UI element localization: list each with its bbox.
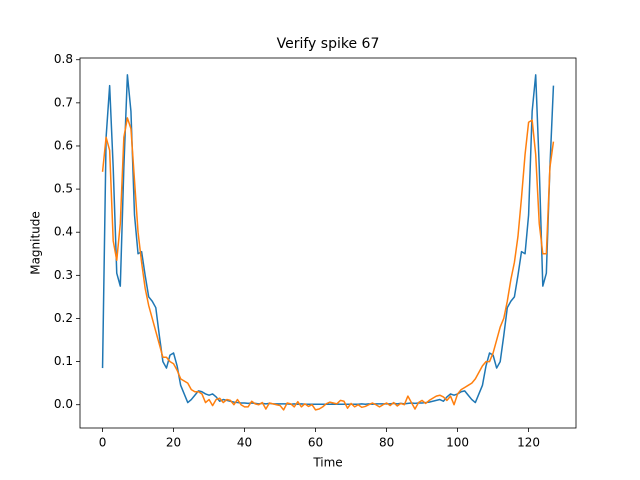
y-tick-label: 0.6: [54, 138, 73, 152]
x-tick-label: 60: [308, 436, 323, 450]
series-line: [101, 117, 555, 411]
y-tick-label: 0.3: [54, 268, 73, 282]
chart-title: Verify spike 67: [277, 36, 380, 52]
y-tick-label: 0.8: [54, 52, 73, 66]
y-tick-label: 0.0: [54, 397, 73, 411]
x-tick-label: 100: [446, 436, 469, 450]
plot-frame: [79, 57, 577, 429]
y-tick-label: 0.5: [54, 182, 73, 196]
x-axis-label: Time: [312, 456, 342, 470]
y-tick-label: 0.7: [54, 95, 73, 109]
x-tick-label: 120: [517, 436, 540, 450]
x-tick-label: 20: [166, 436, 181, 450]
y-tick-label: 0.4: [54, 225, 73, 239]
series-line: [101, 74, 555, 406]
y-tick-label: 0.2: [54, 311, 73, 325]
y-tick-label: 0.1: [54, 354, 73, 368]
x-tick-label: 0: [99, 436, 107, 450]
x-tick-label: 80: [379, 436, 394, 450]
x-tick-label: 40: [237, 436, 252, 450]
y-axis-label: Magnitude: [29, 211, 43, 275]
